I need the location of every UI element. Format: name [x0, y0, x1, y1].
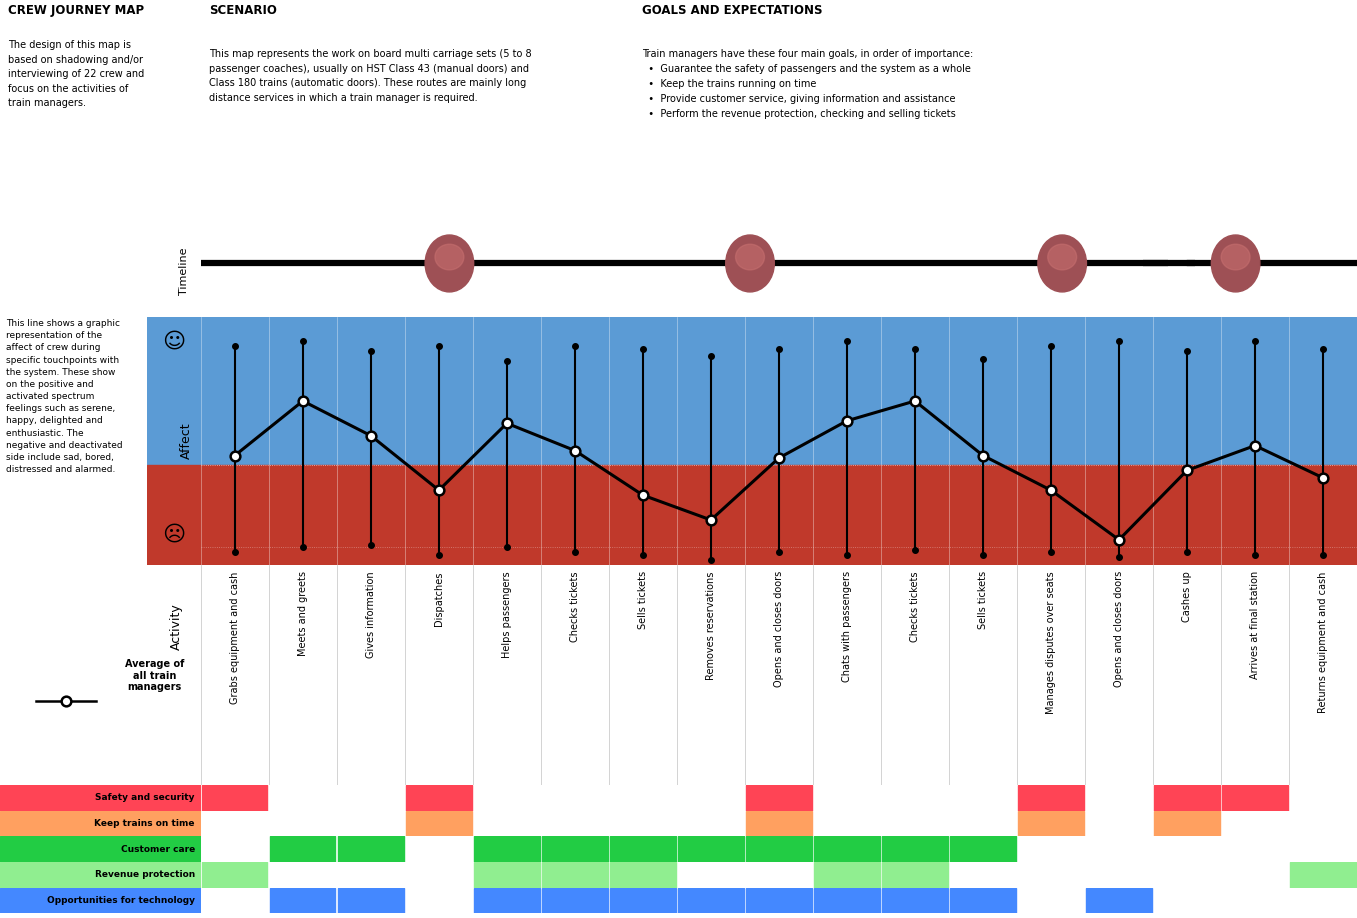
Bar	[814, 862, 879, 888]
Text: Train managers have these four main goals, in order of importance:
  •  Guarante: Train managers have these four main goal…	[642, 50, 973, 118]
Text: Safety and security: Safety and security	[95, 793, 195, 802]
Text: Opens and closes doors: Opens and closes doors	[773, 571, 784, 688]
Bar	[147, 317, 201, 465]
Bar	[338, 836, 403, 862]
Bar	[543, 836, 608, 862]
Text: The design of this map is
based on shadowing and/or
interviewing of 22 crew and
: The design of this map is based on shado…	[8, 40, 144, 108]
Bar	[882, 862, 947, 888]
Ellipse shape	[1048, 244, 1076, 270]
Text: Manages disputes over seats: Manages disputes over seats	[1046, 571, 1056, 714]
Text: Activity: Activity	[170, 603, 183, 650]
Text: Arrival: Arrival	[1215, 319, 1257, 329]
Bar	[147, 465, 201, 565]
Text: Average of
all train
managers: Average of all train managers	[125, 659, 185, 692]
Ellipse shape	[726, 235, 775, 292]
Ellipse shape	[1038, 235, 1087, 292]
Text: Checks tickets: Checks tickets	[911, 571, 920, 642]
Bar	[270, 888, 335, 913]
Text: Removes reservations: Removes reservations	[706, 571, 716, 679]
Bar	[406, 811, 471, 836]
Text: Sells tickets: Sells tickets	[978, 571, 988, 630]
Text: Opportunities for technology: Opportunities for technology	[46, 896, 195, 905]
Text: Sells tickets: Sells tickets	[638, 571, 647, 630]
Bar	[543, 862, 608, 888]
Text: Checks tickets: Checks tickets	[570, 571, 579, 642]
Bar	[950, 888, 1015, 913]
Text: Timeline: Timeline	[179, 247, 189, 295]
Text: Meets and greets: Meets and greets	[297, 571, 308, 656]
Bar	[882, 836, 947, 862]
Bar	[882, 888, 947, 913]
Bar	[678, 888, 744, 913]
Bar	[814, 836, 879, 862]
Text: Departure station: Departure station	[394, 319, 505, 329]
Bar	[611, 862, 676, 888]
Text: Gives information: Gives information	[366, 571, 376, 658]
Text: Returns equipment and cash: Returns equipment and cash	[1318, 571, 1329, 712]
Bar	[611, 836, 676, 862]
Text: Affect: Affect	[179, 422, 193, 459]
Bar	[406, 785, 471, 811]
Bar	[474, 862, 540, 888]
Bar	[678, 836, 744, 862]
Text: Cashes up: Cashes up	[1182, 571, 1191, 622]
Bar	[1018, 811, 1084, 836]
Bar	[202, 862, 267, 888]
Bar	[746, 785, 811, 811]
Text: Dispatches: Dispatches	[434, 571, 444, 625]
Bar	[201, 317, 1357, 465]
Bar	[950, 836, 1015, 862]
Bar	[201, 465, 1357, 565]
Bar	[611, 888, 676, 913]
Bar	[474, 836, 540, 862]
Text: GOALS AND EXPECTATIONS: GOALS AND EXPECTATIONS	[642, 5, 822, 17]
Ellipse shape	[1212, 235, 1259, 292]
Bar	[543, 888, 608, 913]
Bar	[746, 811, 811, 836]
Bar	[1291, 862, 1356, 888]
Text: Grabs equipment and cash: Grabs equipment and cash	[229, 571, 240, 703]
Text: ☺: ☺	[161, 331, 186, 352]
Text: CREW JOURNEY MAP: CREW JOURNEY MAP	[8, 5, 144, 17]
Text: ☹: ☹	[161, 525, 186, 544]
Text: Helps passengers: Helps passengers	[502, 571, 512, 658]
Bar	[746, 836, 811, 862]
Text: Calling station: Calling station	[1016, 319, 1107, 329]
Text: Arrives at final station: Arrives at final station	[1250, 571, 1261, 679]
Text: Customer care: Customer care	[121, 845, 195, 854]
Ellipse shape	[436, 244, 464, 270]
Bar	[1155, 811, 1220, 836]
Text: SCENARIO: SCENARIO	[209, 5, 277, 17]
Text: Chats with passengers: Chats with passengers	[841, 571, 852, 682]
Text: Keep trains on time: Keep trains on time	[94, 819, 195, 828]
Text: Opens and closes doors: Opens and closes doors	[1114, 571, 1124, 688]
Text: This line shows a graphic
representation of the
affect of crew during
specific t: This line shows a graphic representation…	[5, 319, 122, 474]
Bar	[746, 888, 811, 913]
Bar	[1155, 785, 1220, 811]
Ellipse shape	[735, 244, 764, 270]
Bar	[474, 888, 540, 913]
Bar	[1018, 785, 1084, 811]
Text: This map represents the work on board multi carriage sets (5 to 8
passenger coac: This map represents the work on board mu…	[209, 50, 532, 103]
Bar	[1087, 888, 1152, 913]
Bar	[814, 888, 879, 913]
Bar	[1223, 785, 1288, 811]
Bar	[270, 836, 335, 862]
Text: Calling station: Calling station	[704, 319, 795, 329]
Bar	[338, 888, 403, 913]
Ellipse shape	[425, 235, 474, 292]
Ellipse shape	[1221, 244, 1250, 270]
Bar	[202, 785, 267, 811]
Text: Revenue protection: Revenue protection	[95, 870, 195, 879]
